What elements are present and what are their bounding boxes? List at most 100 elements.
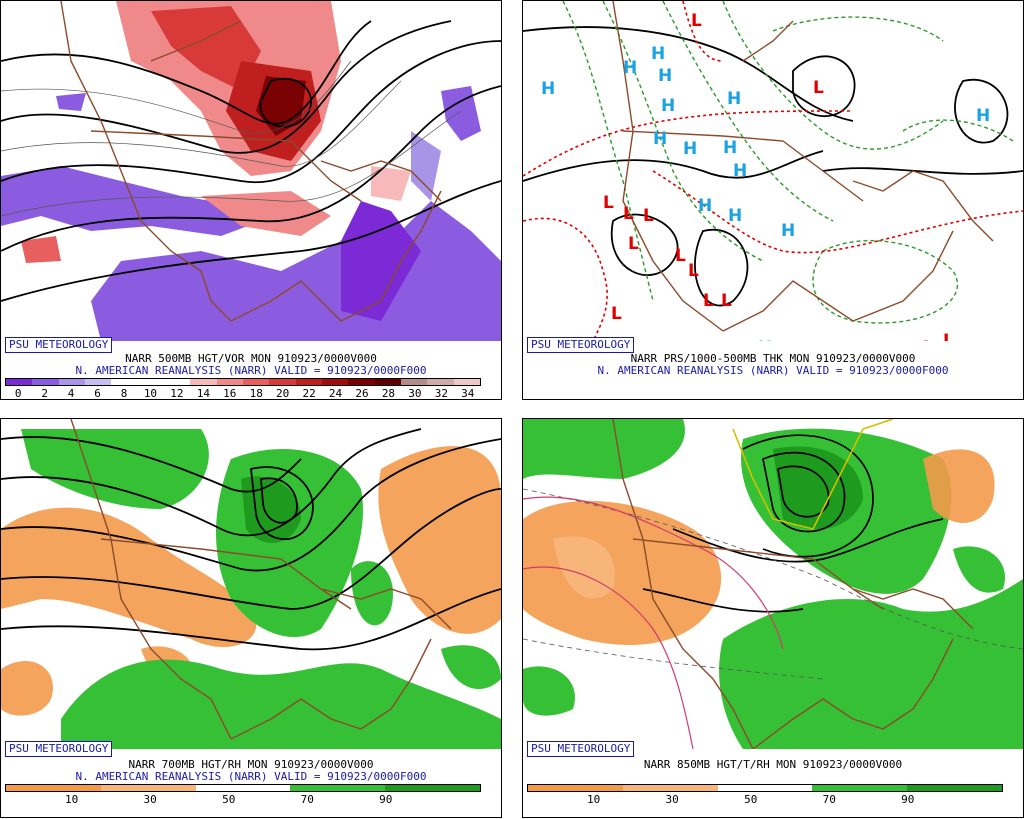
color-scale-tick-label: 10	[65, 793, 79, 806]
color-scale-tick-label: 4	[67, 387, 75, 400]
panel-title: NARR 500MB HGT/VOR MON 910923/0000V000	[125, 352, 377, 365]
svg-text:H: H	[723, 138, 737, 158]
svg-text:L: L	[623, 204, 634, 224]
svg-text:H: H	[623, 58, 637, 78]
credit-label: PSU METEOROLOGY	[5, 741, 113, 757]
color-scale-tick-label: 10	[587, 793, 601, 806]
color-scale-tick-label: 30	[408, 387, 422, 400]
credit-label: PSU METEOROLOGY	[5, 337, 113, 353]
svg-text:L: L	[628, 234, 639, 254]
color-scale-tick-label: 30	[665, 793, 679, 806]
color-scale-tick-label: 12	[170, 387, 184, 400]
color-scale-tick-label: 30	[143, 793, 157, 806]
color-scale-tick-label: 32	[434, 387, 448, 400]
color-scale-swatch	[290, 785, 386, 791]
rh-850mb-map	[523, 419, 1023, 749]
color-scale-tick-label: 28	[381, 387, 396, 400]
color-scale-bar	[5, 784, 481, 792]
panel-500mb-vorticity: PSU METEOROLOGY NARR 500MB HGT/VOR MON 9…	[0, 0, 502, 400]
panel-subtitle: N. AMERICAN REANALYSIS (NARR) VALID = 91…	[75, 364, 427, 377]
color-scale-swatch	[385, 785, 480, 791]
svg-text:H: H	[733, 161, 747, 181]
color-scale-swatch	[321, 379, 349, 385]
color-scale-swatch	[6, 379, 33, 385]
credit-label: PSU METEOROLOGY	[527, 337, 635, 353]
svg-text:L: L	[943, 331, 954, 341]
svg-text:H: H	[653, 129, 667, 149]
panel-subtitle: N. AMERICAN REANALYSIS (NARR) VALID = 91…	[597, 364, 949, 377]
color-scale-swatch	[195, 785, 291, 791]
color-scale-swatch	[216, 379, 243, 385]
color-scale-labels: 10 30 50 70 90	[5, 793, 481, 806]
svg-text:L: L	[675, 246, 686, 266]
color-scale-tick-label: 34	[461, 387, 475, 400]
svg-text:L: L	[643, 206, 654, 226]
color-scale-tick-label: 20	[276, 387, 290, 400]
color-scale-bar	[5, 378, 481, 386]
color-scale-swatch	[528, 785, 623, 791]
panel-title: NARR 850MB HGT/T/RH MON 910923/0000V000	[643, 758, 903, 771]
svg-text:H: H	[683, 139, 697, 159]
low-pressure-markers: LLL LLL LLL LLL L	[603, 11, 954, 341]
color-scale-tick-label: 70	[822, 793, 836, 806]
credit-label: PSU METEOROLOGY	[527, 741, 635, 757]
color-scale-swatch	[453, 379, 480, 385]
color-scale-swatch	[100, 785, 196, 791]
color-scale-swatch	[242, 379, 270, 385]
svg-text:L: L	[688, 261, 699, 281]
vorticity-map	[1, 1, 501, 341]
panel-pressure-thickness: HHH HHH HHH HHH HHH LLL LLL LLL LLL L PS…	[522, 0, 1024, 400]
color-scale-labels: 10 30 50 70 90	[527, 793, 1003, 806]
color-scale-swatch	[6, 785, 101, 791]
svg-text:L: L	[603, 193, 614, 213]
color-scale-tick-label: 22	[302, 387, 316, 400]
color-scale-tick-label: 18	[249, 387, 263, 400]
color-scale-tick-label: 14	[196, 387, 210, 400]
color-scale-swatch	[295, 379, 322, 385]
svg-text:H: H	[781, 221, 795, 241]
color-scale-tick-label: 2	[41, 387, 48, 400]
color-scale-swatch	[84, 379, 112, 385]
color-scale-swatch	[427, 379, 454, 385]
color-scale-swatch	[812, 785, 908, 791]
svg-text:L: L	[611, 304, 622, 324]
color-scale-tick-label: 50	[744, 793, 758, 806]
pressure-thickness-map: HHH HHH HHH HHH HHH LLL LLL LLL LLL L	[523, 1, 1023, 341]
color-scale-bar	[527, 784, 1003, 792]
svg-text:H: H	[658, 66, 672, 86]
color-scale-tick-label: 0	[14, 387, 22, 400]
svg-text:H: H	[541, 79, 555, 99]
color-scale-swatch	[717, 785, 813, 791]
color-scale-tick-label: 16	[223, 387, 237, 400]
svg-text:H: H	[661, 96, 675, 116]
panel-title: NARR 700MB HGT/RH MON 910923/0000V000	[128, 758, 374, 771]
color-scale-swatch	[32, 379, 59, 385]
svg-text:H: H	[727, 89, 741, 109]
color-scale-tick-label: 70	[300, 793, 314, 806]
svg-text:L: L	[691, 11, 702, 31]
high-pressure-markers: HHH HHH HHH HHH HHH	[541, 44, 990, 341]
color-scale-swatch	[163, 379, 191, 385]
svg-text:L: L	[703, 291, 714, 311]
panel-title: NARR PRS/1000-500MB THK MON 910923/0000V…	[630, 352, 916, 365]
color-scale-swatch	[111, 379, 138, 385]
svg-text:H: H	[728, 206, 742, 226]
color-scale-tick-label: 8	[120, 387, 128, 400]
color-scale-swatch	[269, 379, 296, 385]
color-scale-swatch	[58, 379, 85, 385]
color-scale-tick-label: 50	[222, 793, 236, 806]
color-scale-tick-label: 26	[355, 387, 369, 400]
color-scale-tick-label: 10	[143, 387, 158, 400]
color-scale-tick-label: 24	[328, 387, 343, 400]
panel-subtitle: N. AMERICAN REANALYSIS (NARR) VALID = 91…	[75, 770, 427, 783]
color-scale-labels: 0 2 4 6 8 10 12 14 16 18 20 22 24 26 28 30 32 34	[5, 387, 481, 399]
svg-text:H: H	[758, 338, 772, 341]
color-scale-tick-label: 90	[901, 793, 915, 806]
color-scale-swatch	[400, 379, 428, 385]
svg-text:L: L	[813, 78, 824, 98]
color-scale-swatch	[348, 379, 375, 385]
svg-text:L: L	[923, 338, 934, 341]
color-scale-tick-label: 6	[94, 387, 101, 400]
panel-700mb-rh: PSU METEOROLOGY NARR 700MB HGT/RH MON 91…	[0, 418, 502, 818]
color-scale-swatch	[907, 785, 1002, 791]
